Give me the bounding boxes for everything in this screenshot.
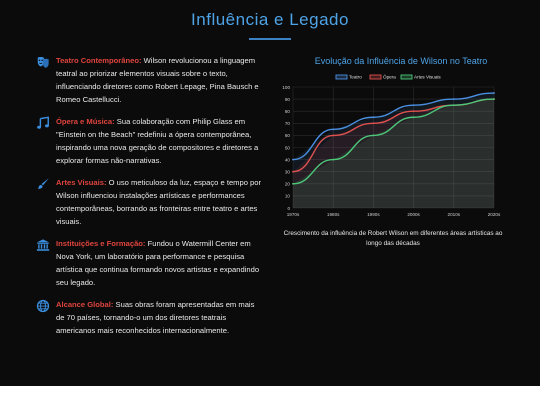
- data-point: [372, 116, 375, 119]
- data-point: [493, 92, 495, 94]
- data-point: [452, 98, 455, 100]
- x-tick-label: 2020s: [488, 212, 501, 217]
- y-tick-label: 80: [285, 109, 291, 114]
- y-tick-label: 50: [285, 145, 291, 150]
- data-point: [292, 158, 294, 161]
- legend-swatch: [369, 74, 382, 80]
- influence-line-chart: 0 10 20 30 40 50 60 70 80 90 100 1970s 1980s 1990s 200…: [282, 74, 501, 217]
- x-tick-label: 2010s: [448, 212, 461, 217]
- data-point: [412, 104, 415, 107]
- globe-icon: [36, 299, 50, 313]
- y-tick-label: 70: [285, 121, 291, 126]
- data-point: [292, 170, 294, 173]
- series-line: [292, 92, 495, 161]
- x-tick-label: 1990s: [367, 212, 380, 217]
- y-tick-label: 60: [285, 133, 291, 138]
- list-item-institutions: Instituições e Formação: Fundou o Waterm…: [36, 237, 264, 289]
- legend-label: Artes Visuais: [414, 75, 441, 80]
- point-text: Suas obras foram apresentadas em mais de…: [56, 300, 255, 335]
- y-tick-label: 20: [285, 182, 291, 187]
- point-text: O uso meticuloso da luz, espaço e tempo …: [56, 178, 262, 226]
- data-point: [452, 104, 455, 107]
- page-title: Influência e Legado: [191, 10, 349, 29]
- series-area: [293, 99, 494, 208]
- list-item-opera: Ópera e Música: Sua colaboração com Phil…: [36, 115, 264, 167]
- paint-brush-icon: [38, 178, 49, 189]
- title-divider: [249, 38, 291, 40]
- data-point: [332, 128, 335, 131]
- legend-swatch: [400, 74, 413, 80]
- data-point: [493, 98, 495, 100]
- y-tick-label: 100: [282, 85, 290, 90]
- music-note-icon: [37, 116, 49, 129]
- slide: Influência e Legado Teatro Contemporâneo…: [0, 0, 540, 386]
- data-point: [412, 116, 415, 119]
- point-text: Fundou o Watermill Center em Nova York, …: [56, 239, 260, 287]
- y-tick-label: 40: [285, 157, 291, 162]
- data-point: [372, 134, 375, 137]
- data-point: [292, 182, 294, 185]
- chart-title: Evolução da Influência de Wilson no Teat…: [314, 56, 488, 66]
- list-item-global-reach: Alcance Global: Suas obras foram apresen…: [36, 298, 264, 337]
- data-point: [332, 158, 335, 161]
- y-tick-label: 90: [285, 97, 291, 102]
- point-heading: Teatro Contemporâneo:: [56, 56, 142, 65]
- theater-masks-icon: [37, 56, 49, 68]
- y-tick-label: 0: [287, 206, 290, 211]
- university-icon: [36, 239, 50, 251]
- x-tick-label: 1970s: [287, 212, 300, 217]
- point-heading: Instituições e Formação:: [56, 239, 146, 248]
- legend-label: Teatro: [349, 75, 362, 80]
- data-point: [372, 122, 375, 125]
- series-area: [293, 99, 494, 208]
- series-line: [292, 98, 495, 185]
- point-heading: Ópera e Música:: [56, 117, 115, 126]
- data-point: [332, 134, 335, 137]
- point-text: Wilson revolucionou a linguagem teatral …: [56, 56, 259, 104]
- list-item-theater: Teatro Contemporâneo: Wilson revoluciono…: [36, 54, 264, 106]
- influence-list: Teatro Contemporâneo: Wilson revoluciono…: [36, 54, 264, 346]
- point-text: Sua colaboração com Philip Glass em "Ein…: [56, 117, 259, 165]
- y-tick-label: 30: [285, 170, 291, 175]
- x-tick-label: 1980s: [327, 212, 340, 217]
- point-heading: Artes Visuais:: [56, 178, 107, 187]
- list-item-visual-arts: Artes Visuais: O uso meticuloso da luz, …: [36, 176, 264, 228]
- x-tick-label: 2000s: [407, 212, 420, 217]
- series-area: [293, 93, 494, 208]
- chart-caption: Crescimento da influência de Robert Wils…: [283, 230, 503, 247]
- point-heading: Alcance Global:: [56, 300, 114, 309]
- legend-swatch: [335, 74, 348, 80]
- data-point: [412, 110, 415, 113]
- legend-label: Ópera: [383, 74, 396, 80]
- y-tick-label: 10: [285, 194, 291, 199]
